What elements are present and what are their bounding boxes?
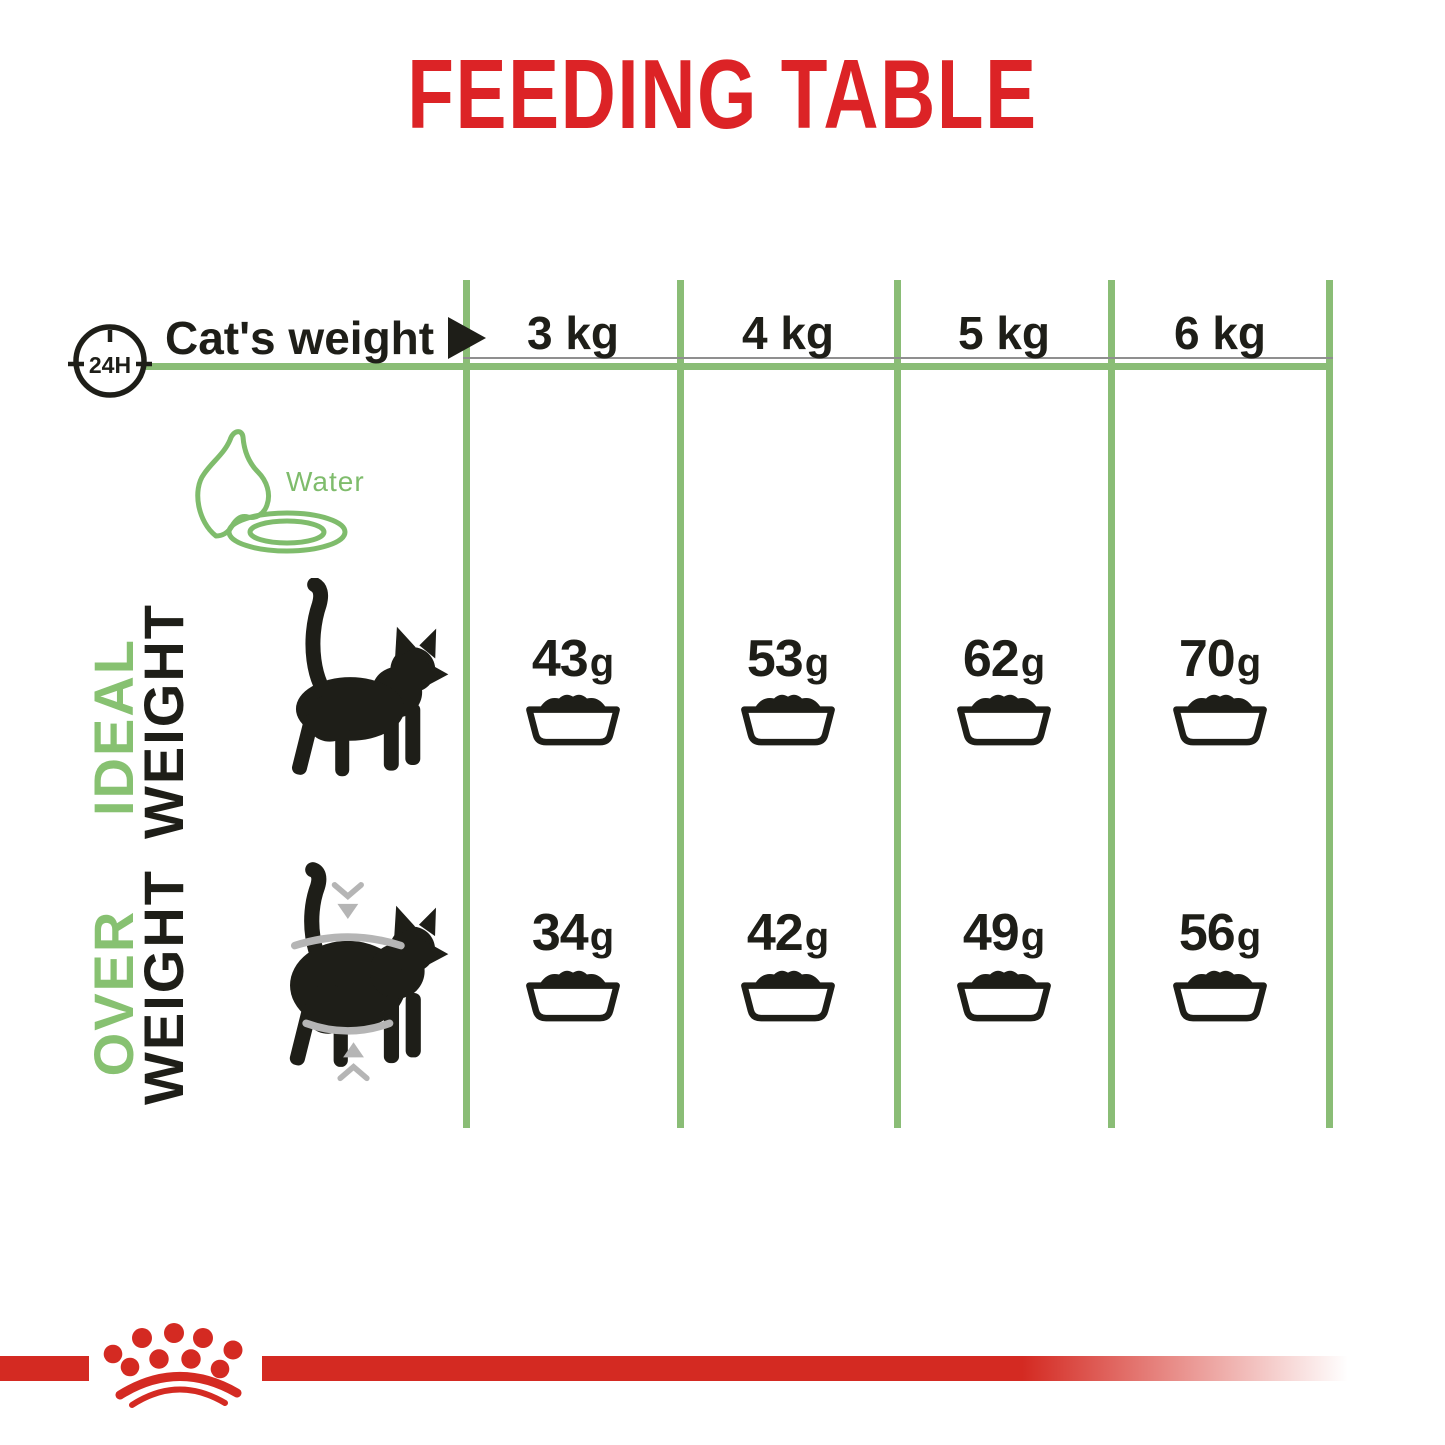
- clock-24h-icon: 24H: [68, 324, 152, 398]
- food-bowl-icon: [736, 690, 840, 746]
- brand-stripe-right: [262, 1356, 1348, 1381]
- serving-value: 62g: [962, 630, 1046, 688]
- column-header-3kg: 3 kg: [526, 307, 620, 359]
- pinch-arrows: [290, 882, 405, 1082]
- serving-value: 53g: [746, 630, 830, 688]
- row1-label-main: WEIGHT: [132, 603, 195, 839]
- food-bowl-icon: [952, 690, 1056, 746]
- row-axis-header: Cat's weight: [165, 308, 487, 368]
- column-header-4kg: 4 kg: [741, 307, 835, 359]
- column-header-6kg: 6 kg: [1173, 307, 1267, 359]
- serving-value: 43g: [531, 630, 615, 688]
- overweight-cat-icon: [289, 862, 449, 1082]
- header-rule: [143, 363, 1333, 370]
- page-title: FEEDING TABLE: [407, 39, 1038, 149]
- clock-24h-label: 24H: [89, 352, 131, 378]
- food-bowl-icon: [1168, 690, 1272, 746]
- table-column-divider: [894, 280, 901, 1128]
- royal-canin-crown-logo: [103, 1323, 243, 1408]
- table-column-divider: [463, 280, 470, 1128]
- cat-drinking-water-icon: [195, 429, 348, 554]
- table-column-divider: [677, 280, 684, 1128]
- food-bowl-icon: [1168, 966, 1272, 1022]
- cats-weight-label: Cat's weight: [165, 312, 435, 364]
- serving-value: 70g: [1178, 630, 1262, 688]
- column-header-5kg: 5 kg: [957, 307, 1051, 359]
- row2-label-main: WEIGHT: [132, 869, 195, 1105]
- serving-value: 49g: [962, 904, 1046, 962]
- header-underline: [463, 357, 1333, 359]
- ideal-weight-cat-icon: [291, 578, 453, 777]
- brand-stripe-left: [0, 1356, 89, 1381]
- food-bowl-icon: [736, 966, 840, 1022]
- water-label: Water: [286, 466, 365, 497]
- arrow-right-icon: [448, 317, 487, 359]
- food-bowl-icon: [521, 690, 625, 746]
- food-bowl-icon: [521, 966, 625, 1022]
- table-column-divider: [1326, 280, 1333, 1128]
- table-column-divider: [1108, 280, 1115, 1128]
- food-bowl-icon: [952, 966, 1056, 1022]
- serving-value: 34g: [531, 904, 615, 962]
- serving-value: 56g: [1178, 904, 1262, 962]
- serving-value: 42g: [746, 904, 830, 962]
